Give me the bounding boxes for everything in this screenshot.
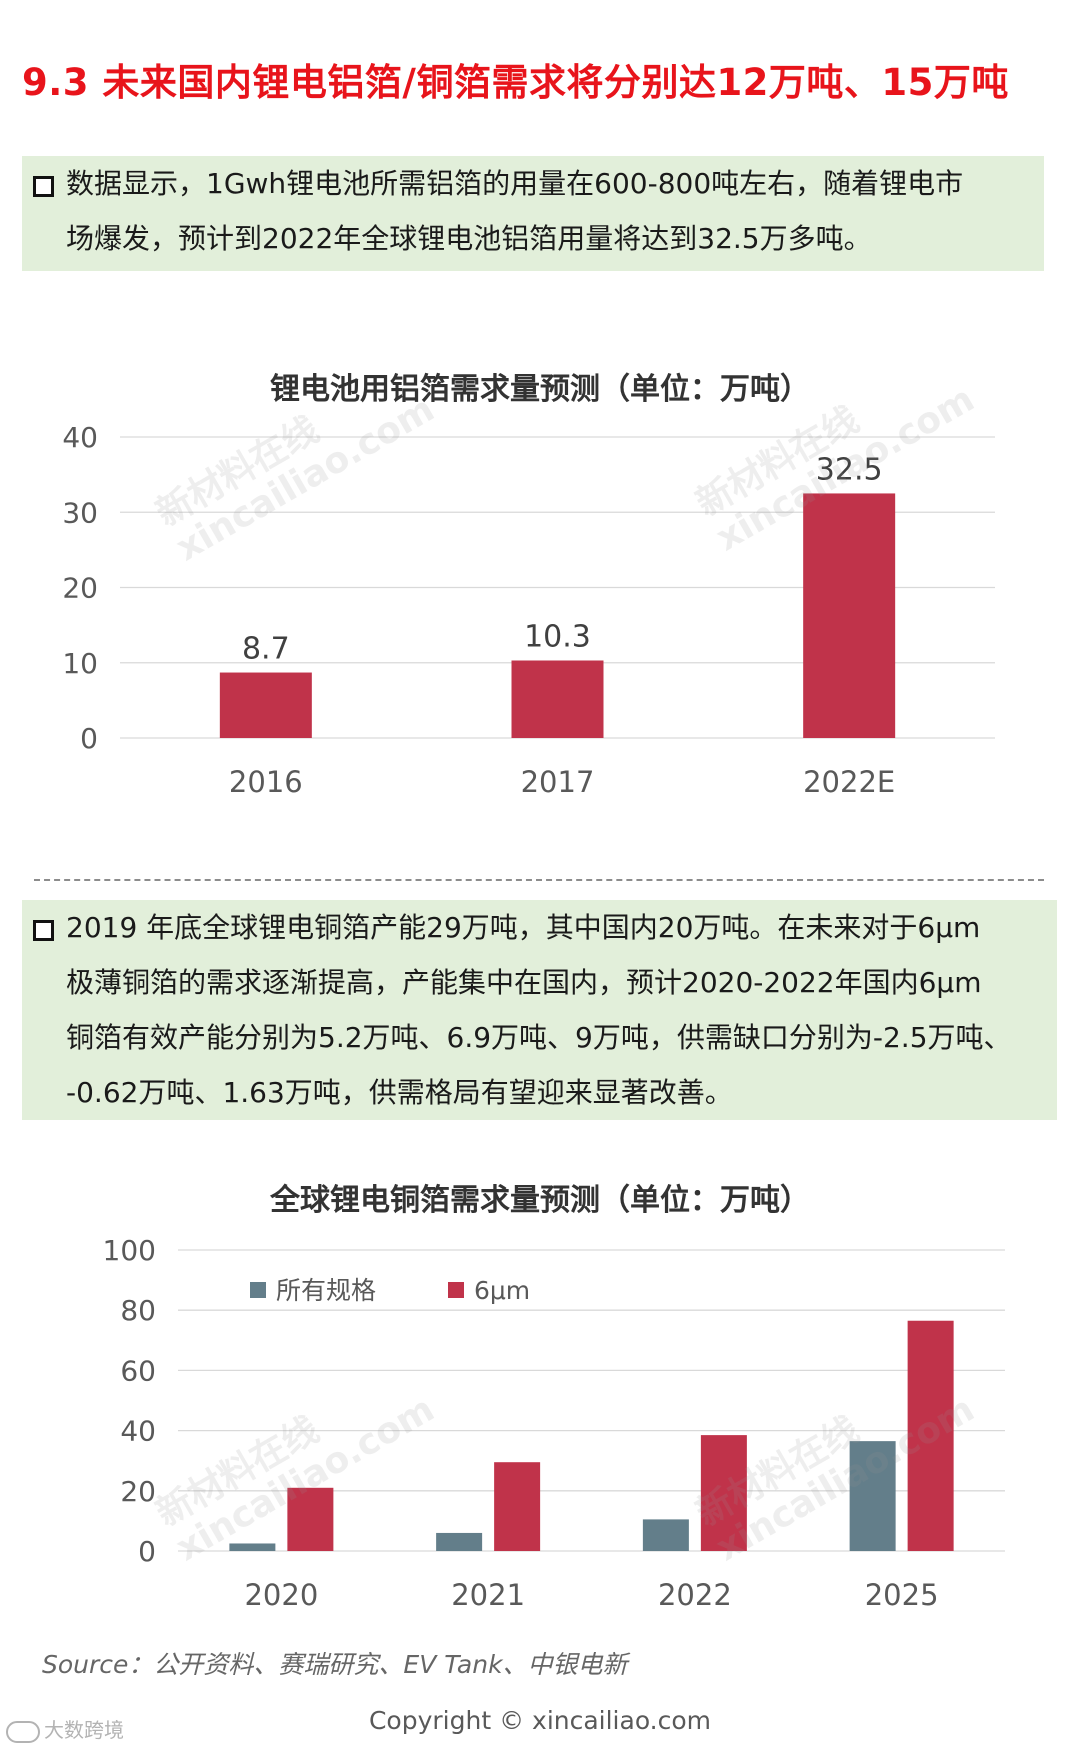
note-aluminum-foil: 数据显示，1Gwh锂电池所需铝箔的用量在600-800吨左右，随着锂电市 场爆发… [22,156,1044,271]
data-label: 32.5 [816,452,883,487]
y-tick-label: 0 [138,1535,156,1568]
legend-swatch [448,1282,464,1298]
x-tick-label: 2025 [865,1578,939,1612]
y-tick-label: 10 [62,647,98,680]
note-line: 极薄铜箔的需求逐渐提高，产能集中在国内，预计2020-2022年国内6μm [66,966,982,999]
data-label: 8.7 [242,632,290,667]
brand-mark: 大数跨境 [6,1714,124,1743]
y-tick-label: 80 [120,1294,156,1327]
page-title: 9.3 未来国内锂电铝箔/铜箔需求将分别达12万吨、15万吨 [22,61,1009,104]
x-tick-label: 2022 [658,1578,732,1612]
x-tick-label: 2021 [451,1578,525,1612]
y-tick-label: 0 [80,722,98,755]
y-tick-label: 40 [62,421,98,454]
brand-logo-icon [6,1720,40,1743]
x-tick-label: 2022E [803,765,895,799]
bar [219,672,312,738]
aluminum-foil-chart: 0 10 20 30 40 8.7 2016 10.3 2017 32.5 2022E [62,421,995,799]
legend-label: 6μm [474,1276,530,1305]
x-tick-label: 2017 [521,765,595,799]
note-line: 铜箔有效产能分别为5.2万吨、6.9万吨、9万吨，供需缺口分别为-2.5万吨、 [66,1021,1012,1054]
bar [803,493,896,738]
legend-swatch [250,1282,266,1298]
y-tick-label: 40 [120,1415,156,1448]
chart-title-aluminum: 锂电池用铝箔需求量预测（单位：万吨） [270,372,810,407]
note-copper-foil: 2019 年底全球锂电铜箔产能29万吨，其中国内20万吨。在未来对于6μm 极薄… [22,900,1057,1120]
bar-all-specs [849,1441,896,1551]
data-label: 10.3 [524,619,591,654]
y-tick-label: 20 [120,1475,156,1508]
y-tick-label: 100 [103,1234,156,1267]
legend-label: 所有规格 [276,1276,376,1305]
bar [511,660,604,738]
source-note: Source：公开资料、赛瑞研究、EV Tank、中银电新 [42,1650,628,1679]
y-tick-label: 30 [62,496,98,529]
copper-foil-chart: 0 20 40 60 80 100 2020 2021 2022 2025 所有规格 6μm [103,1234,1005,1612]
y-tick-label: 60 [120,1354,156,1387]
bar-6um [907,1320,954,1551]
copyright: Copyright © xincailiao.com [368,1706,712,1735]
y-tick-label: 20 [62,572,98,605]
bar-6um [700,1435,747,1551]
x-tick-label: 2020 [244,1578,318,1612]
note-line: -0.62万吨、1.63万吨，供需格局有望迎来显著改善。 [66,1076,733,1109]
square-bullet-icon [33,176,54,197]
bar-6um [287,1487,334,1551]
bar-all-specs [436,1532,483,1551]
note-line: 数据显示，1Gwh锂电池所需铝箔的用量在600-800吨左右，随着锂电市 [66,167,964,200]
note-line: 场爆发，预计到2022年全球锂电池铝箔用量将达到32.5万多吨。 [66,222,872,255]
square-bullet-icon [33,920,54,941]
bar-6um [494,1462,541,1551]
bar-all-specs [229,1543,276,1551]
bar-all-specs [642,1519,689,1551]
chart-title-copper: 全球锂电铜箔需求量预测（单位：万吨） [270,1183,810,1218]
section-divider [34,879,1044,881]
x-tick-label: 2016 [229,765,303,799]
note-line: 2019 年底全球锂电铜箔产能29万吨，其中国内20万吨。在未来对于6μm [66,911,981,944]
